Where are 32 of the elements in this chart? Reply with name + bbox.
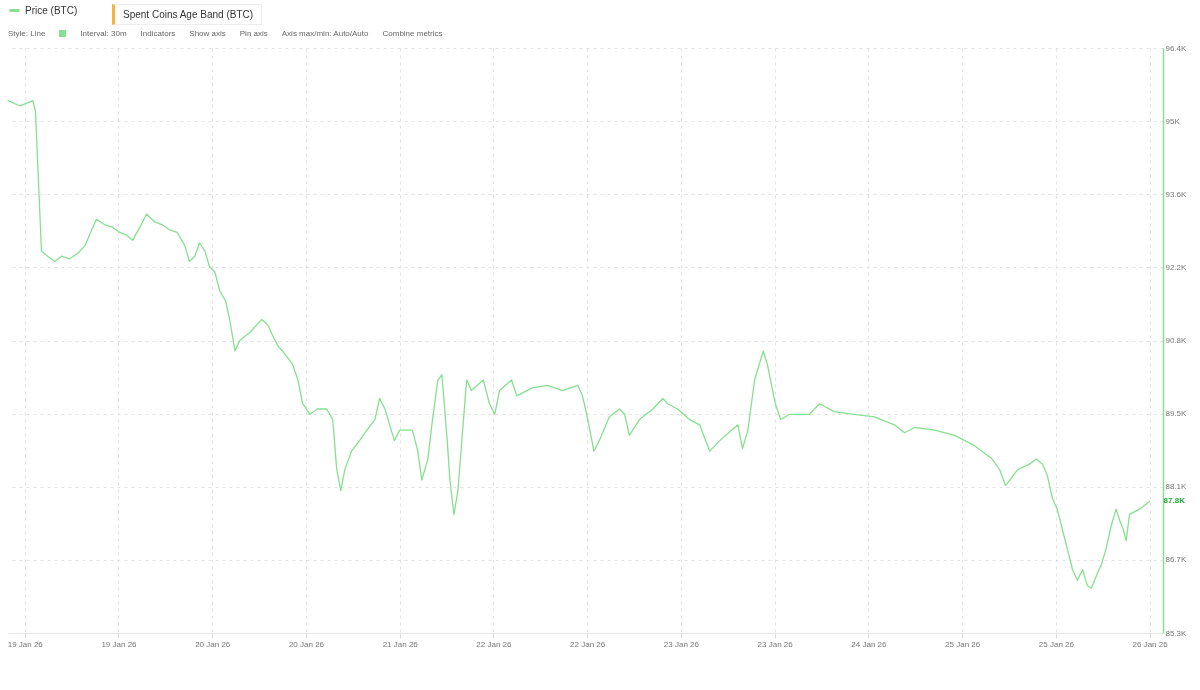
x-tick-label: 26 Jan 26 xyxy=(1132,639,1169,649)
x-tick-label: 25 Jan 26 xyxy=(1038,639,1075,649)
x-tick-label: 23 Jan 26 xyxy=(663,639,700,649)
x-tick-label: 20 Jan 26 xyxy=(288,639,325,649)
y-tick-label: 89.5K xyxy=(1165,409,1188,419)
y-tick-label: 95K xyxy=(1165,116,1181,126)
x-tick-label: 23 Jan 26 xyxy=(757,639,794,649)
x-tick-label: 19 Jan 26 xyxy=(7,639,44,649)
y-tick-label: 93.6K xyxy=(1165,189,1188,199)
y-tick-label: 92.2K xyxy=(1165,262,1188,272)
x-tick-label: 20 Jan 26 xyxy=(195,639,231,649)
text: Combine metrics xyxy=(382,29,443,38)
y-tick-label: 90.8K xyxy=(1165,336,1188,345)
y-tick-label: 85.3K xyxy=(1165,628,1188,638)
x-tick-label: 22 Jan 26 xyxy=(570,639,606,649)
y-tick-label: 88.1K xyxy=(1165,482,1188,492)
text: Interval: 30m xyxy=(80,29,127,38)
x-tick-label: 22 Jan 26 xyxy=(476,639,513,649)
text: Pin axis xyxy=(239,29,268,38)
legend-label: Price (BTC) xyxy=(25,4,78,16)
annotation: 87.8K xyxy=(1163,496,1186,506)
y-tick-label: 86.7K xyxy=(1165,555,1188,565)
text: Spent Coins Age Band (BTC) xyxy=(112,4,263,25)
x-tick-label: 19 Jan 26 xyxy=(101,639,138,649)
x-tick-label: 25 Jan 26 xyxy=(945,639,981,649)
y-tick-label: 96.4K xyxy=(1165,43,1188,53)
text: Indicators xyxy=(140,29,176,38)
x-tick-label: 24 Jan 26 xyxy=(851,639,888,649)
text: Axis max/min: Auto/Auto xyxy=(281,29,369,38)
x-tick-label: 21 Jan 26 xyxy=(382,639,419,649)
text: Style: Line xyxy=(8,29,46,38)
text: Show axis xyxy=(189,29,226,38)
